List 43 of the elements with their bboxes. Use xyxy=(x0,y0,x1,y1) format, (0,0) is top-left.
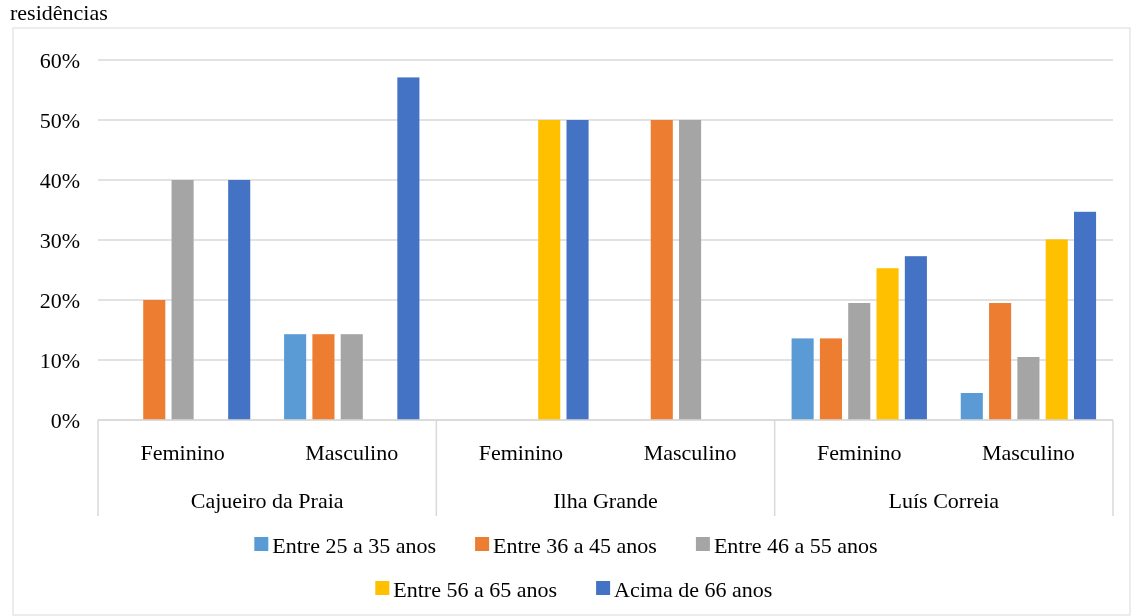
x-tick-label: Feminino xyxy=(140,439,225,465)
bar xyxy=(284,334,307,420)
legend-label: Entre 25 a 35 anos xyxy=(272,532,437,558)
legend-label: Entre 46 a 55 anos xyxy=(713,532,878,558)
bar xyxy=(679,120,702,420)
x-tick-label: Masculino xyxy=(643,439,737,465)
bar xyxy=(989,303,1012,420)
bar xyxy=(538,120,561,420)
x-tick-label: Feminino xyxy=(478,439,564,465)
y-tick-label: 30% xyxy=(39,227,80,253)
bar xyxy=(650,120,673,420)
y-tick-label: 10% xyxy=(39,347,80,373)
y-tick-label: 20% xyxy=(39,287,80,313)
bar xyxy=(1017,357,1040,420)
y-tick-label: 50% xyxy=(39,107,80,133)
bar xyxy=(819,338,842,420)
bar xyxy=(397,77,420,420)
y-tick-label: 40% xyxy=(39,167,80,193)
y-tick-label: 0% xyxy=(50,407,80,433)
bar xyxy=(1074,211,1097,420)
bar xyxy=(312,334,335,420)
x-tick-label: Masculino xyxy=(305,439,399,465)
bar xyxy=(340,334,363,420)
bar xyxy=(904,256,927,420)
bar xyxy=(960,393,983,420)
text: Ilha Grande xyxy=(553,487,658,513)
chart-title: residências xyxy=(10,0,108,25)
bar xyxy=(1045,239,1068,420)
text: Cajueiro da Praia xyxy=(190,487,344,513)
bar xyxy=(791,338,814,420)
bar xyxy=(566,120,589,420)
text: Luís Correia xyxy=(888,487,1000,513)
bar xyxy=(848,303,871,420)
bar xyxy=(143,300,166,420)
bar xyxy=(171,180,194,420)
legend-label: Entre 56 a 65 anos xyxy=(393,576,558,602)
legend-label: Acima de 66 anos xyxy=(614,576,773,602)
bar xyxy=(228,180,251,420)
bar xyxy=(876,268,899,420)
legend-label: Entre 36 a 45 anos xyxy=(493,532,657,558)
y-tick-label: 60% xyxy=(39,47,80,73)
x-tick-label: Masculino xyxy=(981,439,1075,465)
x-tick-label: Feminino xyxy=(817,439,902,465)
